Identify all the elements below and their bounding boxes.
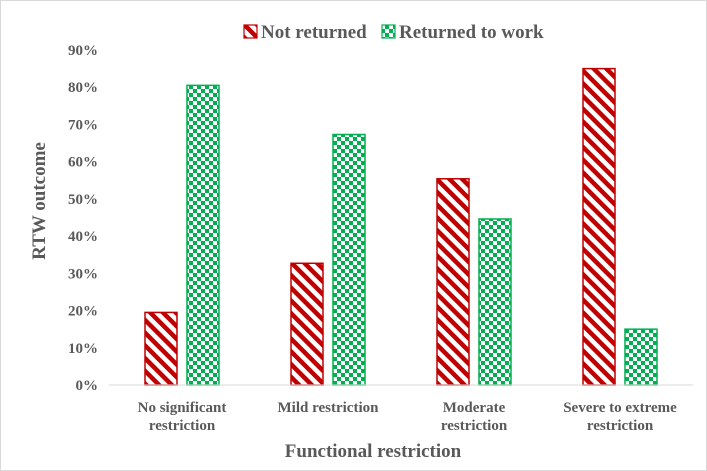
y-tick-label: 80% [68,80,98,96]
legend-label: Returned to work [399,22,544,43]
bar-not-returned [290,262,324,386]
y-tick-label: 70% [68,117,98,133]
bar-returned-to-work [624,328,658,386]
y-tick-label: 20% [68,304,98,320]
legend-label: Not returned [261,22,367,43]
bar-returned-to-work [332,133,366,386]
y-tick-label: 10% [68,341,98,357]
y-axis-ticks: 0% 10% 20% 30% 40% 50% 60% 70% 80% 90% [68,43,98,394]
x-axis-title: Functional restriction [285,441,462,462]
legend-swatch [243,24,258,39]
legend: Not returned Returned to work [243,22,544,43]
x-axis-category-labels: No significant restriction Mild restrictio… [138,400,677,434]
bar-returned-to-work [478,218,512,386]
bar-not-returned [582,67,616,386]
y-tick-label: 30% [68,266,98,282]
x-category-label: Moderate restriction [441,400,508,434]
y-tick-label: 0% [76,378,99,394]
y-axis-title: RTW outcome [29,142,50,260]
x-category-label: Severe to extreme restriction [563,400,677,434]
y-tick-label: 60% [68,155,98,171]
x-category-label: No significant restriction [138,400,227,434]
bar-not-returned [436,178,470,386]
y-tick-label: 50% [68,192,98,208]
x-category-label: Mild restriction [278,400,380,416]
bars [144,67,658,386]
legend-swatch [381,24,396,39]
bar-not-returned [144,311,178,386]
bar-returned-to-work [186,84,220,386]
y-tick-label: 90% [68,43,98,59]
y-tick-label: 40% [68,229,98,245]
